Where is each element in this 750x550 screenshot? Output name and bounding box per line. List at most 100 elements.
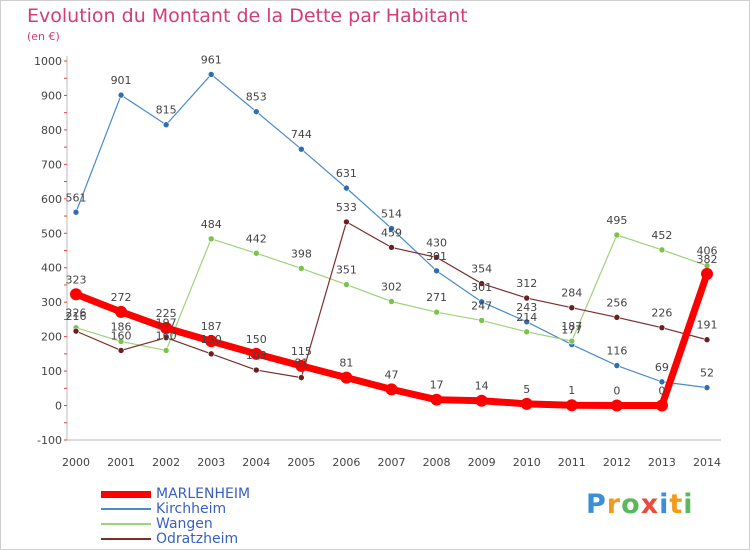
y-tick-label: 0: [55, 400, 62, 413]
logo-letter: o: [621, 489, 641, 520]
data-point-wangen: [478, 317, 485, 324]
x-tick-label: 2006: [332, 456, 360, 469]
data-point-odratzheim: [117, 347, 125, 354]
legend-item-wangen: Wangen: [101, 516, 361, 532]
data-label: 103: [246, 349, 267, 362]
x-tick-label: 2013: [648, 456, 676, 469]
chart-title: Evolution du Montant de la Dette par Hab…: [27, 5, 468, 27]
data-label: 561: [66, 191, 87, 204]
data-point-odratzheim: [252, 366, 260, 374]
data-point-wangen: [162, 347, 170, 354]
x-tick-label: 2011: [558, 456, 586, 469]
data-label: 391: [426, 250, 447, 263]
data-label: 177: [561, 324, 582, 337]
data-point-marlenheim: [295, 359, 308, 372]
legend-item-kirchheim: Kirchheim: [101, 501, 361, 517]
data-label: 406: [697, 245, 718, 258]
data-label: 398: [291, 247, 312, 260]
line-chart: -100010020030040050060070080090010002000…: [34, 53, 721, 469]
data-label: 160: [156, 329, 177, 342]
data-point-odratzheim: [703, 336, 711, 344]
data-point-marlenheim: [565, 399, 578, 412]
data-point-kirchheim: [478, 298, 485, 306]
data-point-marlenheim: [115, 305, 128, 318]
x-tick-label: 2002: [152, 456, 180, 469]
y-tick-label: 300: [41, 296, 62, 309]
data-label: 853: [246, 91, 267, 104]
data-label: 226: [66, 307, 87, 320]
axes: -100010020030040050060070080090010002000…: [34, 55, 721, 469]
x-tick-label: 2005: [287, 456, 315, 469]
x-tick-label: 2000: [62, 456, 90, 469]
logo-letter: t: [669, 489, 684, 520]
data-label: 247: [471, 299, 492, 312]
data-label: 226: [651, 307, 672, 320]
data-label: 514: [381, 207, 402, 220]
data-label: 187: [561, 320, 582, 333]
x-tick-label: 2010: [513, 456, 541, 469]
logo-letter: i: [659, 489, 670, 520]
data-point-kirchheim: [343, 184, 350, 192]
y-tick-label: 1000: [34, 55, 62, 68]
data-point-marlenheim: [610, 399, 623, 412]
data-label: 187: [201, 320, 222, 333]
data-point-odratzheim: [388, 244, 395, 251]
data-point-odratzheim: [207, 350, 215, 358]
data-label: 17: [430, 379, 444, 392]
data-label: 354: [471, 263, 492, 276]
logo-letter: i: [683, 489, 694, 520]
x-tick-label: 2008: [423, 456, 451, 469]
data-label: 452: [651, 229, 672, 242]
data-point-marlenheim: [385, 383, 398, 396]
data-point-odratzheim: [568, 304, 576, 311]
data-label: 533: [336, 201, 357, 214]
y-tick-label: -100: [37, 434, 62, 447]
y-tick-label: 900: [41, 89, 62, 102]
data-point-marlenheim: [475, 394, 488, 407]
data-labels-layer: 5619018159618537446315143913012431771166…: [66, 53, 718, 397]
data-label: 744: [291, 128, 312, 141]
data-label: 901: [111, 74, 132, 87]
data-label: 1: [568, 384, 575, 397]
y-tick-label: 500: [41, 227, 62, 240]
data-label: 69: [655, 361, 669, 374]
chart-subtitle: (en €): [27, 30, 60, 43]
legend: MARLENHEIM Kirchheim Wangen Odratzheim: [101, 486, 361, 547]
data-label: 271: [426, 291, 447, 304]
data-label: 815: [156, 104, 177, 117]
data-point-marlenheim: [250, 347, 263, 360]
data-point-marlenheim: [205, 335, 218, 348]
data-point-kirchheim: [658, 378, 666, 386]
data-label: 961: [201, 53, 222, 66]
data-point-wangen: [523, 328, 531, 336]
data-point-kirchheim: [523, 318, 531, 326]
x-tick-label: 2007: [378, 456, 406, 469]
x-tick-label: 2012: [603, 456, 631, 469]
data-label: 243: [516, 301, 537, 314]
data-point-kirchheim: [388, 225, 395, 232]
y-tick-label: 200: [41, 331, 62, 344]
data-label: 52: [700, 367, 714, 380]
legend-label: Kirchheim: [156, 501, 227, 517]
legend-label: Wangen: [156, 516, 213, 532]
data-point-odratzheim: [613, 314, 621, 321]
legend-swatch: [101, 538, 151, 540]
logo-letter: P: [586, 489, 607, 520]
legend-label: MARLENHEIM: [156, 486, 251, 502]
data-point-kirchheim: [207, 71, 215, 78]
y-tick-label: 100: [41, 365, 62, 378]
data-point-wangen: [343, 281, 350, 288]
data-point-odratzheim: [433, 254, 440, 261]
data-point-wangen: [117, 338, 125, 345]
y-tick-label: 600: [41, 193, 62, 206]
data-label: 351: [336, 264, 357, 277]
data-label: 382: [697, 253, 718, 266]
legend-swatch: [101, 490, 151, 498]
x-tick-label: 2001: [107, 456, 135, 469]
legend-swatch: [101, 508, 151, 510]
data-label: 631: [336, 167, 357, 180]
data-label: 430: [426, 236, 447, 249]
y-tick-label: 800: [41, 124, 62, 137]
data-label: 150: [201, 333, 222, 346]
data-point-wangen: [252, 249, 260, 257]
